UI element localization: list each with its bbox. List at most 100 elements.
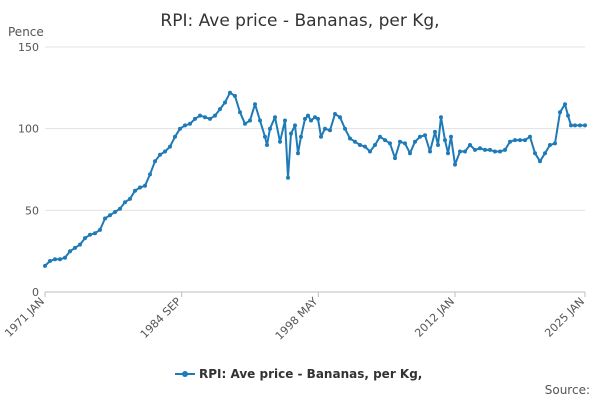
data-point[interactable] [353, 139, 357, 144]
data-point[interactable] [323, 126, 327, 131]
data-point[interactable] [208, 116, 212, 121]
data-point[interactable] [296, 151, 300, 156]
data-point[interactable] [433, 129, 437, 134]
data-point[interactable] [303, 116, 307, 121]
data-point[interactable] [88, 232, 92, 237]
data-point[interactable] [443, 138, 447, 143]
data-point[interactable] [378, 134, 382, 139]
data-point[interactable] [316, 116, 320, 121]
data-point[interactable] [58, 257, 62, 262]
data-point[interactable] [228, 90, 232, 95]
data-point[interactable] [478, 146, 482, 151]
data-point[interactable] [408, 151, 412, 156]
data-point[interactable] [463, 149, 467, 154]
data-point[interactable] [446, 151, 450, 156]
data-point[interactable] [123, 200, 127, 205]
data-point[interactable] [518, 138, 522, 143]
data-point[interactable] [213, 113, 217, 118]
data-point[interactable] [548, 143, 552, 147]
data-point[interactable] [286, 175, 290, 180]
data-point[interactable] [218, 107, 222, 112]
data-point[interactable] [358, 143, 362, 147]
data-point[interactable] [78, 242, 82, 247]
data-point[interactable] [238, 110, 242, 115]
data-point[interactable] [538, 159, 542, 164]
data-point[interactable] [243, 121, 247, 126]
data-point[interactable] [283, 118, 287, 123]
data-point[interactable] [439, 115, 443, 120]
data-point[interactable] [93, 231, 97, 236]
data-point[interactable] [309, 118, 313, 123]
data-point[interactable] [473, 147, 477, 152]
data-point[interactable] [223, 100, 227, 105]
data-point[interactable] [158, 152, 162, 157]
data-point[interactable] [258, 118, 262, 123]
data-point[interactable] [113, 210, 117, 214]
data-point[interactable] [198, 113, 202, 118]
data-point[interactable] [418, 134, 422, 139]
data-point[interactable] [53, 257, 57, 262]
data-point[interactable] [108, 213, 112, 218]
data-point[interactable] [563, 102, 567, 107]
data-point[interactable] [393, 156, 397, 161]
data-point[interactable] [128, 196, 132, 201]
data-point[interactable] [543, 151, 547, 156]
data-point[interactable] [388, 141, 392, 146]
data-point[interactable] [523, 138, 527, 143]
data-point[interactable] [73, 245, 77, 250]
data-point[interactable] [183, 123, 187, 128]
data-point[interactable] [306, 113, 310, 118]
data-point[interactable] [203, 115, 207, 120]
data-point[interactable] [398, 139, 402, 144]
data-point[interactable] [178, 126, 182, 131]
data-point[interactable] [103, 216, 107, 221]
data-point[interactable] [413, 139, 417, 144]
data-point[interactable] [148, 172, 152, 177]
data-point[interactable] [118, 206, 122, 211]
data-point[interactable] [513, 138, 517, 143]
data-point[interactable] [163, 149, 167, 154]
data-point[interactable] [553, 141, 557, 146]
data-point[interactable] [273, 115, 277, 120]
data-point[interactable] [453, 162, 457, 167]
data-point[interactable] [328, 128, 332, 133]
data-point[interactable] [498, 149, 502, 154]
data-point[interactable] [558, 110, 562, 115]
data-point[interactable] [293, 123, 297, 128]
data-point[interactable] [528, 134, 532, 139]
data-point[interactable] [319, 134, 323, 139]
data-point[interactable] [383, 138, 387, 143]
data-point[interactable] [583, 123, 587, 128]
data-point[interactable] [289, 131, 293, 136]
data-point[interactable] [569, 123, 573, 128]
data-point[interactable] [423, 133, 427, 138]
data-point[interactable] [403, 141, 407, 146]
data-point[interactable] [193, 116, 197, 121]
data-point[interactable] [48, 259, 52, 263]
data-point[interactable] [133, 188, 137, 193]
data-point[interactable] [458, 149, 462, 154]
data-point[interactable] [373, 143, 377, 147]
data-point[interactable] [138, 185, 142, 190]
legend[interactable]: RPI: Ave price - Bananas, per Kg, [175, 367, 422, 381]
data-point[interactable] [68, 249, 72, 254]
data-point[interactable] [63, 255, 67, 260]
data-point[interactable] [268, 126, 272, 131]
data-point[interactable] [488, 147, 492, 152]
data-point[interactable] [248, 118, 252, 123]
data-point[interactable] [363, 144, 367, 149]
data-point[interactable] [153, 159, 157, 164]
data-point[interactable] [338, 115, 342, 120]
data-point[interactable] [98, 227, 102, 232]
data-point[interactable] [578, 123, 582, 128]
data-point[interactable] [313, 115, 317, 120]
data-point[interactable] [428, 149, 432, 154]
data-point[interactable] [348, 136, 352, 141]
data-point[interactable] [368, 149, 372, 154]
data-point[interactable] [503, 147, 507, 152]
data-point[interactable] [263, 134, 267, 139]
data-point[interactable] [299, 134, 303, 139]
data-point[interactable] [253, 102, 257, 107]
data-point[interactable] [508, 139, 512, 144]
data-point[interactable] [573, 123, 577, 128]
